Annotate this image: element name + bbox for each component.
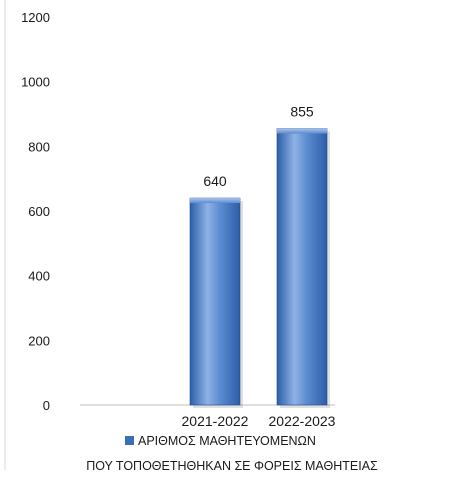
y-tick-label: 0 bbox=[43, 398, 50, 413]
bar bbox=[189, 197, 241, 406]
y-tick-label: 1000 bbox=[21, 75, 50, 90]
y-tick-label: 600 bbox=[28, 204, 50, 219]
bars bbox=[189, 128, 330, 409]
legend-label-line2: ΠΟΥ ΤΟΠΟΘΕΤΗΘΗΚΑΝ ΣΕ ΦΟΡΕΙΣ ΜΑΘΗΤΕΙΑΣ bbox=[86, 459, 378, 473]
legend: ΑΡΙΘΜΟΣ ΜΑΘΗΤΕΥΟΜΕΝΩΝ ΠΟΥ ΤΟΠΟΘΕΤΗΘΗΚΑΝ … bbox=[86, 434, 378, 473]
legend-label-line1: ΑΡΙΘΜΟΣ ΜΑΘΗΤΕΥΟΜΕΝΩΝ bbox=[138, 434, 316, 448]
bar-cap bbox=[277, 128, 327, 134]
bar bbox=[276, 128, 328, 406]
y-tick-label: 1200 bbox=[21, 10, 50, 25]
data-label: 855 bbox=[290, 104, 314, 120]
y-axis: 0 200 400 600 800 1000 1200 bbox=[21, 10, 50, 413]
x-tick-label: 2022-2023 bbox=[269, 413, 336, 429]
y-tick-label: 800 bbox=[28, 139, 50, 154]
data-labels: 640 855 bbox=[203, 104, 314, 190]
y-tick-label: 400 bbox=[28, 269, 50, 284]
y-tick-label: 200 bbox=[28, 333, 50, 348]
data-label: 640 bbox=[203, 173, 227, 189]
bar-cap bbox=[190, 198, 240, 204]
category-labels: 2021-2022 2022-2023 bbox=[182, 413, 336, 429]
x-tick-label: 2021-2022 bbox=[182, 413, 249, 429]
legend-swatch bbox=[125, 436, 134, 445]
